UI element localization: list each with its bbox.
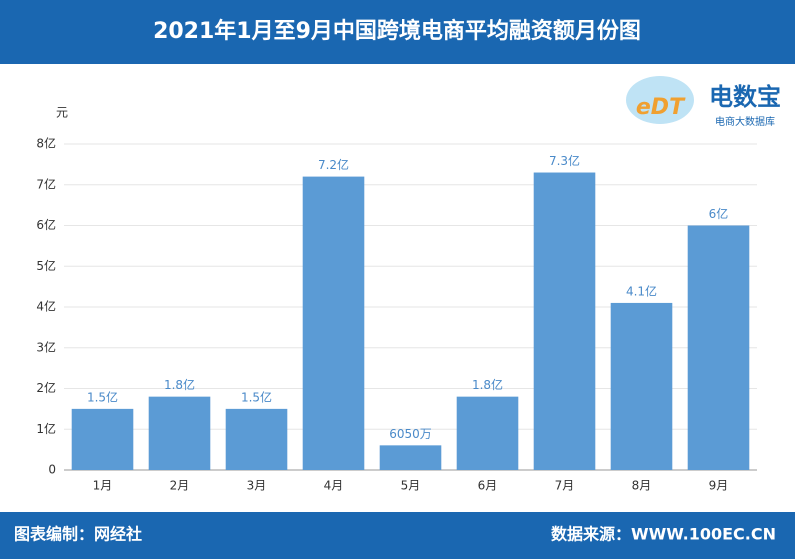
chart-title: 2021年1月至9月中国跨境电商平均融资额月份图 — [153, 18, 641, 44]
logo: eDT 电数宝 电商大数据库 — [626, 76, 781, 128]
logo-cloud — [626, 76, 694, 124]
footer-left: 图表编制：网经社 — [14, 525, 142, 544]
data-label: 6亿 — [709, 206, 729, 221]
bar — [225, 408, 288, 470]
y-tick-label: 8亿 — [36, 136, 56, 151]
data-label: 4.1亿 — [626, 283, 657, 298]
bar — [302, 176, 365, 470]
header-bar — [0, 0, 795, 64]
y-tick-label: 0 — [48, 463, 56, 477]
x-tick-label: 9月 — [709, 479, 729, 493]
logo-tagline: 电商大数据库 — [715, 115, 775, 128]
y-tick-label: 4亿 — [36, 299, 56, 314]
bar — [148, 396, 211, 470]
data-label: 1.8亿 — [472, 377, 503, 392]
data-label: 7.3亿 — [549, 153, 580, 168]
y-unit: 元 — [56, 106, 68, 120]
bar — [379, 445, 442, 470]
data-label: 7.2亿 — [318, 157, 349, 172]
footer-bar — [0, 512, 795, 559]
logo-mark: eDT — [636, 95, 686, 120]
x-tick-label: 3月 — [247, 479, 267, 493]
x-tick-label: 4月 — [324, 479, 344, 493]
y-tick-label: 2亿 — [36, 380, 56, 395]
bar — [687, 225, 750, 470]
bar — [456, 396, 519, 470]
bar — [71, 408, 134, 470]
data-label: 1.8亿 — [164, 377, 195, 392]
x-tick-label: 8月 — [632, 479, 652, 493]
y-tick-label: 3亿 — [36, 339, 56, 354]
x-tick-label: 1月 — [93, 479, 113, 493]
bar — [533, 172, 596, 470]
footer-right: 数据来源：WWW.100EC.CN — [551, 525, 776, 544]
logo-name: 电数宝 — [709, 83, 781, 111]
x-tick-label: 2月 — [170, 479, 190, 493]
x-tick-label: 5月 — [401, 479, 421, 493]
data-label: 6050万 — [389, 427, 432, 441]
x-tick-label: 6月 — [478, 479, 498, 493]
y-tick-label: 1亿 — [36, 421, 56, 436]
y-tick-label: 6亿 — [36, 217, 56, 232]
y-tick-label: 7亿 — [36, 176, 56, 191]
x-tick-label: 7月 — [555, 479, 575, 493]
data-label: 1.5亿 — [241, 389, 272, 404]
data-label: 1.5亿 — [87, 389, 118, 404]
y-tick-label: 5亿 — [36, 258, 56, 273]
bar — [610, 302, 673, 470]
